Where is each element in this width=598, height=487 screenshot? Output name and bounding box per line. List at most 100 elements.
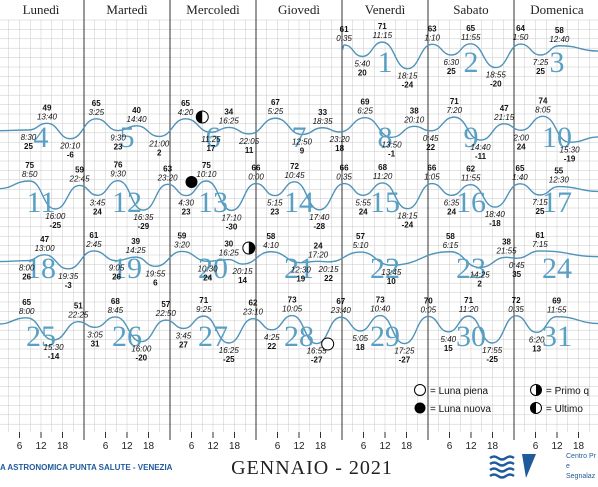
moon-phase-markers xyxy=(185,110,335,351)
tide-time: 1:40 xyxy=(512,173,528,182)
tide-low-label: 12:509 xyxy=(292,137,313,155)
day-number: 18 xyxy=(26,252,56,285)
tide-high-label: 654:20 xyxy=(178,99,194,117)
tide-time: 9:25 xyxy=(196,305,212,314)
tide-level: 55 xyxy=(554,167,563,176)
tide-level: 18 xyxy=(356,343,365,352)
tide-level: 57 xyxy=(356,232,365,241)
weekday-label: Mercoledì xyxy=(186,2,240,17)
tide-time: 0:45 xyxy=(423,134,439,143)
tide-low-label: 16:55-27 xyxy=(307,347,328,365)
tide-time: 11:55 xyxy=(461,174,481,183)
tide-level: 63 xyxy=(428,24,437,33)
tide-level: -1 xyxy=(388,149,396,158)
tide-level: 57 xyxy=(161,300,170,309)
tide-low-label: 19:556 xyxy=(145,269,166,287)
tide-level: 22 xyxy=(324,274,333,283)
tide-time: 16:00 xyxy=(131,345,152,354)
tide-level: 24 xyxy=(517,142,526,151)
tide-high-label: 769:30 xyxy=(110,161,126,179)
day-number: 27 xyxy=(198,320,228,353)
tide-time: 5:05 xyxy=(352,334,368,343)
brand-line-1: Centro Pr xyxy=(566,453,597,460)
tide-level: 62 xyxy=(466,165,475,174)
tide-time: 22:50 xyxy=(155,309,177,318)
tide-level: 15 xyxy=(444,344,453,353)
tide-level: 26 xyxy=(112,273,121,282)
hour-tick-label: 6 xyxy=(533,441,539,452)
tide-time: 5:10 xyxy=(353,241,369,250)
day-number: 2 xyxy=(464,46,479,79)
tide-low-label: 17:10-30 xyxy=(221,213,242,231)
tide-time: 22:05 xyxy=(238,137,260,146)
tide-time: 5:15 xyxy=(267,199,283,208)
tide-level: 6 xyxy=(153,278,158,287)
tide-labels: 610:355:40207111:1518:15-24631:106:30256… xyxy=(19,22,580,364)
tide-high-label: 719:25 xyxy=(196,296,212,314)
tide-high-label: 586:15 xyxy=(443,232,459,250)
legend-item: = Primo q xyxy=(530,384,589,397)
hour-tick-label: 6 xyxy=(103,441,109,452)
tide-time: 20:15 xyxy=(232,267,254,276)
tide-time: 11:20 xyxy=(459,305,479,314)
tide-time: 22:45 xyxy=(69,174,91,183)
tide-level: -30 xyxy=(226,222,238,231)
tide-time: 22:25 xyxy=(67,311,89,320)
tide-level: 22 xyxy=(267,342,276,351)
tide-time: 16:55 xyxy=(307,347,328,356)
tide-level: 59 xyxy=(75,165,84,174)
day-number: 25 xyxy=(26,320,56,353)
tide-time: 0:35 xyxy=(508,305,524,314)
tide-low-label: 15:30-14 xyxy=(44,343,65,361)
tide-time: 17:55 xyxy=(482,346,503,355)
tide-low-label: 21:002 xyxy=(148,139,170,157)
tide-level: 47 xyxy=(40,235,49,244)
tide-time: 3:45 xyxy=(176,331,192,340)
tide-low-label: 17:25-27 xyxy=(394,347,415,365)
tide-low-label: 17:40-28 xyxy=(309,213,330,231)
tide-time: 18:55 xyxy=(486,71,507,80)
day-number: 15 xyxy=(370,186,400,219)
tide-level: 73 xyxy=(288,296,297,305)
day-number: 5 xyxy=(120,121,135,154)
tide-level: 66 xyxy=(427,164,436,173)
tide-level: 67 xyxy=(336,297,345,306)
tide-time: 7:25 xyxy=(533,58,549,67)
tide-time: 6:15 xyxy=(443,241,459,250)
legend-label: = Luna nuova xyxy=(430,404,491,415)
tide-high-label: 748:05 xyxy=(535,96,551,114)
tide-time: 13:45 xyxy=(381,268,402,277)
tide-time: 14:40 xyxy=(127,115,148,124)
legend-label: = Ultimo xyxy=(546,404,583,415)
tide-time: 17:40 xyxy=(309,213,330,222)
tide-time: 16:25 xyxy=(219,346,240,355)
tide-time: 15:30 xyxy=(560,145,581,154)
tide-time: 16:25 xyxy=(219,116,240,125)
tide-time: 18:35 xyxy=(313,117,334,126)
tide-curve-row-2 xyxy=(0,115,598,144)
tide-time: 16:35 xyxy=(133,213,154,222)
tide-time: 1:05 xyxy=(424,173,440,182)
tide-level: 23 xyxy=(270,208,279,217)
tide-time: 18:40 xyxy=(485,210,506,219)
tide-time: 6:25 xyxy=(357,107,373,116)
day-number: 23 xyxy=(456,252,486,285)
tide-level: 25 xyxy=(536,67,545,76)
tide-time: 9:30 xyxy=(110,134,126,143)
tide-level: -14 xyxy=(48,352,60,361)
